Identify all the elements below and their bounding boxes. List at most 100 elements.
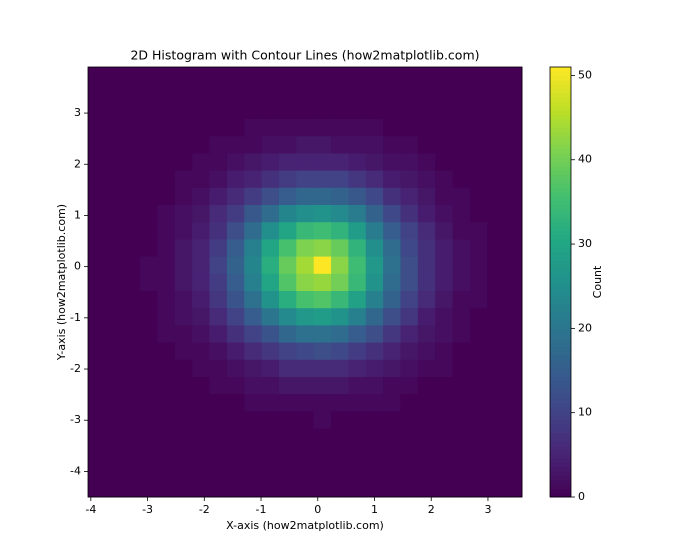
hist-cell — [261, 290, 280, 309]
hist-cell — [88, 204, 106, 223]
hist-cell — [192, 187, 210, 205]
hist-cell — [365, 67, 384, 85]
y-tick-label: 0 — [74, 260, 81, 273]
hist-cell — [261, 393, 280, 412]
hist-cell — [365, 393, 384, 412]
hist-cell — [209, 393, 228, 412]
hist-cell — [296, 290, 315, 309]
hist-cell — [140, 187, 158, 205]
hist-cell — [400, 239, 419, 257]
hist-cell — [296, 411, 315, 429]
hist-cell — [244, 67, 262, 85]
hist-cell — [278, 428, 297, 446]
hist-cell — [504, 342, 523, 360]
hist-cell — [174, 428, 193, 446]
hist-cell — [88, 393, 106, 412]
hist-cell — [88, 462, 106, 481]
colorbar-segment — [550, 183, 571, 188]
hist-cell — [435, 273, 453, 291]
colorbar-segment — [550, 71, 571, 77]
hist-cell — [140, 290, 158, 309]
colorbar-segment — [550, 333, 571, 339]
hist-cell — [348, 187, 367, 205]
hist-cell — [174, 325, 193, 343]
hist-cell — [140, 411, 158, 429]
hist-cell — [417, 290, 436, 309]
hist-cell — [105, 479, 124, 498]
hist-cell — [331, 376, 349, 395]
hist-cell — [88, 67, 106, 85]
hist-cell — [487, 411, 506, 429]
hist-cell — [435, 153, 453, 171]
colorbar-tick-label: 10 — [578, 406, 592, 419]
hist-cell — [383, 204, 401, 223]
hist-cell — [88, 290, 106, 309]
hist-cell — [313, 101, 332, 119]
hist-cell — [244, 118, 262, 137]
colorbar-segment — [550, 256, 571, 261]
hist-cell — [365, 479, 384, 498]
hist-cell — [244, 221, 262, 240]
hist-cell — [261, 462, 280, 481]
colorbar-segment — [550, 239, 571, 244]
hist-cell — [469, 204, 488, 223]
colorbar-segment — [550, 135, 571, 141]
colorbar-segment — [550, 170, 571, 175]
colorbar-segment — [550, 363, 571, 369]
hist-cell — [244, 462, 262, 481]
hist-cell — [88, 135, 106, 154]
hist-cell — [435, 393, 453, 412]
hist-cell — [365, 290, 384, 309]
hist-cell — [209, 342, 228, 360]
hist-cell — [504, 101, 523, 119]
hist-cell — [331, 445, 349, 463]
colorbar-segment — [550, 204, 571, 210]
hist-cell — [122, 221, 141, 240]
hist-cell — [487, 462, 506, 481]
hist-cell — [174, 84, 193, 102]
hist-cell — [435, 239, 453, 257]
hist-cell — [192, 239, 210, 257]
hist-cell — [88, 187, 106, 205]
hist-cell — [469, 290, 488, 309]
hist-cell — [192, 342, 210, 360]
hist-cell — [504, 239, 523, 257]
hist-cell — [140, 118, 158, 137]
hist-cell — [209, 411, 228, 429]
hist-cell — [157, 393, 176, 412]
hist-cell — [504, 67, 523, 85]
hist-cell — [487, 101, 506, 119]
colorbar-segment — [550, 122, 571, 128]
hist-cell — [209, 359, 228, 377]
hist-cell — [365, 359, 384, 377]
hist-cell — [504, 445, 523, 463]
colorbar-segment — [550, 234, 571, 240]
hist-cell — [365, 170, 384, 188]
hist-cell — [105, 153, 124, 171]
hist-cell — [417, 153, 436, 171]
hist-cell — [140, 428, 158, 446]
hist-cell — [244, 325, 262, 343]
hist-cell — [487, 376, 506, 395]
hist-cell — [157, 325, 176, 343]
colorbar-segment — [550, 329, 571, 335]
hist-cell — [504, 187, 523, 205]
hist-cell — [452, 101, 471, 119]
hist-cell — [331, 325, 349, 343]
hist-cell — [383, 221, 401, 240]
hist-cell — [313, 273, 332, 291]
colorbar-segment — [550, 230, 571, 236]
hist-cell — [174, 479, 193, 498]
colorbar-segment — [550, 200, 571, 206]
hist-cell — [331, 153, 349, 171]
hist-cell — [348, 153, 367, 171]
hist-cell — [174, 273, 193, 291]
hist-cell — [105, 273, 124, 291]
hist-cell — [417, 428, 436, 446]
colorbar-segment — [550, 144, 571, 150]
hist-cell — [244, 239, 262, 257]
hist-cell — [365, 101, 384, 119]
hist-cell — [157, 445, 176, 463]
hist-cell — [452, 376, 471, 395]
colorbar-segment — [550, 423, 571, 429]
